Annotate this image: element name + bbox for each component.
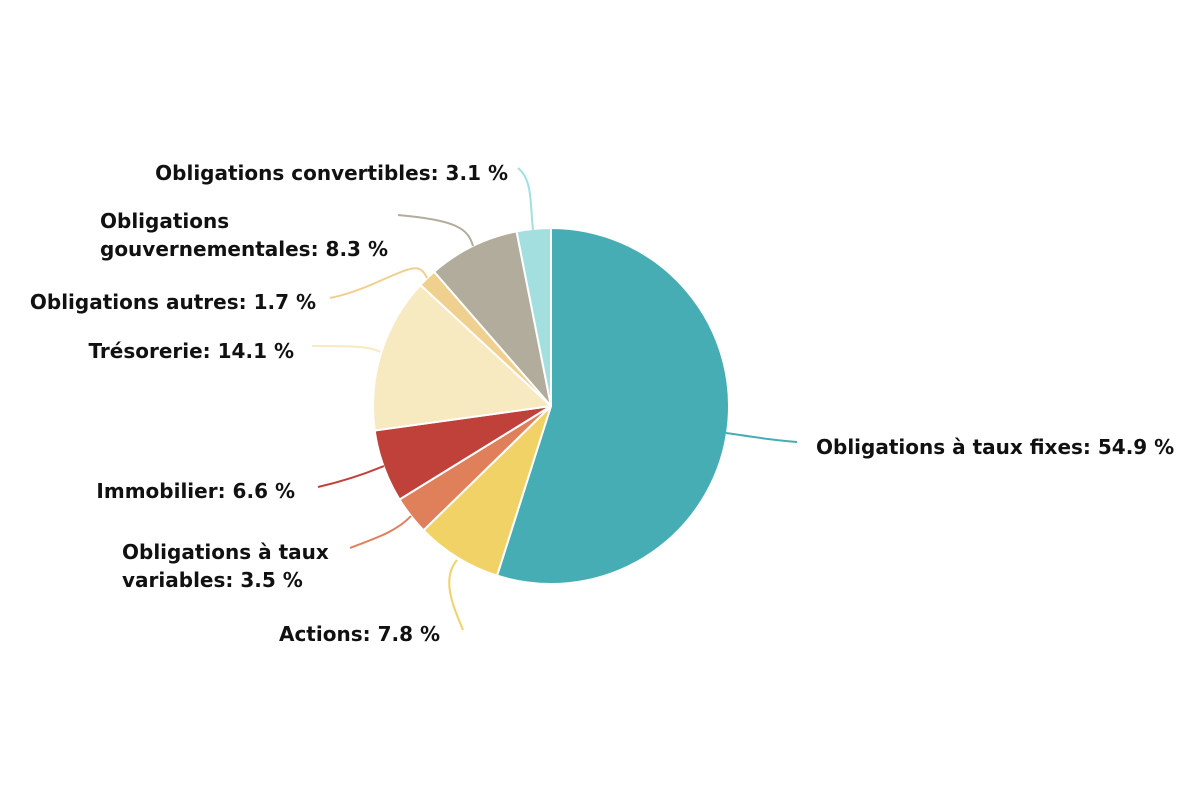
slice-label-line: Trésorerie: 14.1 % — [88, 339, 294, 363]
slice-label-line: Obligations — [100, 209, 229, 233]
label-connector — [317, 465, 385, 488]
label-connector — [725, 432, 798, 443]
label-connector — [517, 167, 534, 231]
slice-label-line: Obligations autres: 1.7 % — [30, 290, 316, 314]
label-connector — [329, 267, 428, 299]
slice-label-line: variables: 3.5 % — [122, 568, 303, 592]
slice-label: Obligations autres: 1.7 % — [30, 290, 316, 314]
slice-label: Obligations convertibles: 3.1 % — [155, 161, 508, 185]
connectors-layer — [311, 167, 798, 631]
slice-label: Obligations à taux fixes: 54.9 % — [816, 435, 1174, 459]
label-connector — [311, 345, 381, 353]
label-connector — [349, 515, 412, 549]
slice-label-line: gouvernementales: 8.3 % — [100, 237, 388, 261]
slice-label-line: Obligations à taux fixes: 54.9 % — [816, 435, 1174, 459]
slice-label: Obligations à taux variables: 3.5 % — [122, 540, 329, 592]
labels-layer: Obligations à taux fixes: 54.9 % Actions:… — [30, 161, 1174, 646]
slice-label-line: Obligations à taux — [122, 540, 329, 564]
slice-label: Immobilier: 6.6 % — [96, 479, 295, 503]
pie-slice — [433, 230, 552, 407]
label-connector — [397, 214, 474, 247]
pie-slice — [372, 283, 552, 432]
slice-label-line: Actions: 7.8 % — [279, 622, 440, 646]
label-connector — [448, 559, 464, 631]
slice-label: Trésorerie: 14.1 % — [88, 339, 294, 363]
slice-label-line: Immobilier: 6.6 % — [96, 479, 295, 503]
slice-label-line: Obligations convertibles: 3.1 % — [155, 161, 508, 185]
slices-layer — [372, 227, 730, 585]
slice-label: Obligations gouvernementales: 8.3 % — [100, 209, 388, 261]
slice-label: Actions: 7.8 % — [279, 622, 440, 646]
